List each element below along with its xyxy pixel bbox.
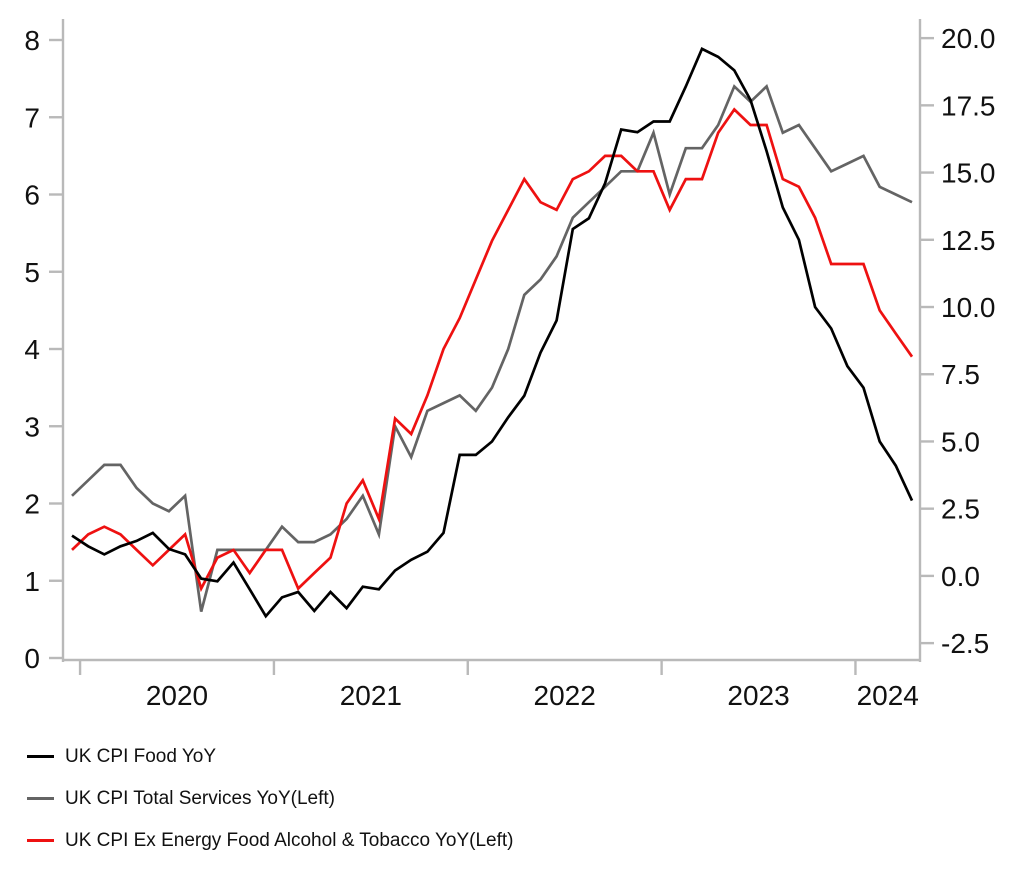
right-axis-tick-label: 20.0: [941, 23, 996, 54]
x-axis-year-label: 2020: [146, 680, 208, 711]
right-axis-tick-label: 15.0: [941, 158, 996, 189]
legend-label-core: UK CPI Ex Energy Food Alcohol & Tobacco …: [65, 829, 514, 851]
left-axis-tick-label: 5: [24, 257, 40, 288]
right-axis-tick-label: 10.0: [941, 292, 996, 323]
x-axis-year-label: 2022: [534, 680, 596, 711]
right-axis-tick-label: 7.5: [941, 359, 980, 390]
left-axis-tick-label: 8: [24, 25, 40, 56]
x-axis-year-label: 2024: [857, 680, 919, 711]
right-axis-tick-label: 2.5: [941, 494, 980, 525]
left-axis-tick-label: 4: [24, 334, 40, 365]
right-axis-tick-label: -2.5: [941, 628, 989, 659]
right-axis-tick-label: 17.5: [941, 90, 996, 121]
legend-swatch-services: [27, 796, 54, 800]
line-uk-cpi-food-yoy: [71, 47, 914, 619]
legend-item-services: UK CPI Total Services YoY(Left): [27, 785, 787, 811]
legend-item-food: UK CPI Food YoY: [27, 743, 787, 769]
x-axis: 2020 2021 2022 2023 2024: [78, 661, 919, 711]
legend-swatch-core: [27, 838, 54, 842]
left-axis-tick-label: 2: [24, 489, 40, 520]
right-axis-tick-label: 12.5: [941, 225, 996, 256]
right-axis: -2.5 0.0 2.5 5.0 7.5 10.0 12.5 15.0 17.5 20.0: [921, 23, 996, 659]
line-uk-cpi-total-services-yoy-left: [71, 83, 913, 612]
right-axis-tick-label: 5.0: [941, 426, 980, 457]
left-axis: 0 1 2 3 4 5 6 7 8: [24, 25, 62, 674]
right-axis-tick-label: 0.0: [941, 561, 980, 592]
x-axis-year-label: 2021: [340, 680, 402, 711]
left-axis-tick-label: 6: [24, 180, 40, 211]
line-uk-cpi-ex-energy-food-alcohol-tobacco-yoy-left: [71, 107, 914, 593]
legend-item-core: UK CPI Ex Energy Food Alcohol & Tobacco …: [27, 827, 787, 853]
left-axis-tick-label: 7: [24, 102, 40, 133]
legend-swatch-food: [27, 754, 54, 758]
left-axis-tick-label: 0: [24, 643, 40, 674]
x-axis-year-label: 2023: [727, 680, 789, 711]
chart-legend: UK CPI Food YoY UK CPI Total Services Yo…: [27, 743, 787, 869]
legend-label-services: UK CPI Total Services YoY(Left): [65, 787, 335, 809]
left-axis-tick-label: 3: [24, 411, 40, 442]
legend-label-food: UK CPI Food YoY: [65, 745, 217, 767]
left-axis-tick-label: 1: [24, 566, 40, 597]
